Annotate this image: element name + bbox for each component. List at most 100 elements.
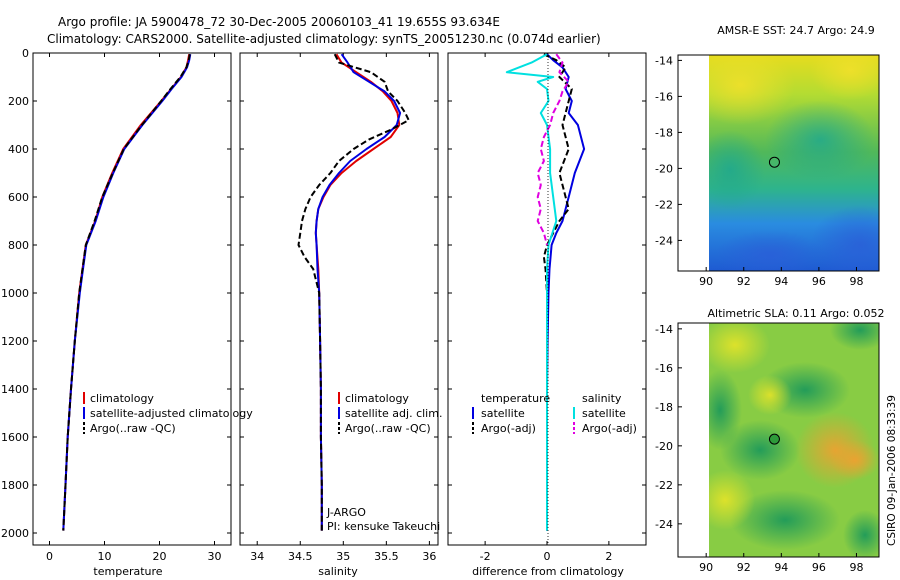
series-line-argo-raw-qc- (62, 54, 191, 531)
legend-label-temp-argo: Argo(-adj) (481, 422, 536, 435)
sst-map-axes: 90 92 94 96 98 -14 -16 -18 -20 -22 -24 (655, 54, 863, 288)
x-tick-label: 0 (544, 550, 551, 563)
sst-warm-patch (810, 55, 879, 100)
y-tick-label: -22 (655, 479, 673, 492)
sla-low-patch (730, 490, 840, 550)
legend-title-salinity: salinity (582, 392, 622, 405)
sst-cool-patch (715, 230, 825, 271)
sla-map-title: Altimetric SLA: 0.11 Argo: 0.052 (707, 307, 884, 320)
sla-high-patch (709, 470, 755, 530)
sst-teal-patch (765, 100, 875, 180)
legend-label-satellite: satellite adj. clim. (345, 407, 442, 420)
x-tick-label: 30 (208, 550, 222, 563)
legend-label-sal-satellite: satellite (582, 407, 626, 420)
sla-high-patch (830, 440, 879, 480)
sst-warm-patch (709, 55, 795, 125)
y-tick-label: 1200 (1, 335, 29, 348)
legend-label-argo: Argo(..raw -QC) (345, 422, 431, 435)
x-tick-label: 92 (737, 275, 751, 288)
legend-label-sal-argo: Argo(-adj) (582, 422, 637, 435)
sst-teal-patch (709, 130, 765, 210)
legend-label-argo: Argo(..raw -QC) (90, 422, 176, 435)
x-tick-label: -2 (480, 550, 491, 563)
x-tick-label: 10 (98, 550, 112, 563)
temperature-legend: climatology satellite-adjusted climatolo… (83, 392, 253, 435)
salinity-x-label: salinity (318, 565, 358, 578)
x-tick-label: 20 (153, 550, 167, 563)
y-tick-label: -24 (655, 234, 673, 247)
csiro-timestamp-label: CSIRO 09-Jan-2006 08:33:39 (886, 395, 898, 546)
x-tick-label: 90 (699, 275, 713, 288)
x-tick-label: 34 (250, 550, 264, 563)
x-tick-label: 0 (46, 550, 53, 563)
x-tick-label: 94 (774, 561, 788, 574)
legend-title-temperature: temperature (481, 392, 550, 405)
temperature-panel (32, 52, 232, 546)
y-tick-label: 1000 (1, 287, 29, 300)
salinity-chart: 34 34.5 35 35.5 36 (240, 52, 438, 563)
header-line-2: Climatology: CARS2000. Satellite-adjuste… (47, 32, 601, 46)
x-tick-label: 36 (422, 550, 436, 563)
y-tick-label: -20 (655, 440, 673, 453)
y-tick-label: -18 (655, 401, 673, 414)
sla-low-patch (720, 420, 800, 480)
argo-location-marker (768, 156, 780, 168)
y-tick-label: 200 (8, 95, 29, 108)
sla-low-patch (830, 323, 879, 350)
x-tick-label: 96 (812, 275, 826, 288)
legend-label-climatology: climatology (90, 392, 154, 405)
difference-chart: -2 0 2 (448, 52, 646, 563)
x-tick-label: 34.5 (288, 550, 313, 563)
salinity-panel (239, 52, 439, 546)
y-tick-label: 800 (8, 239, 29, 252)
series-line-salinity-argo-adj- (536, 53, 570, 246)
x-tick-label: 90 (699, 561, 713, 574)
temperature-x-label: temperature (93, 565, 162, 578)
y-tick-label: -22 (655, 198, 673, 211)
x-tick-label: 98 (849, 275, 863, 288)
y-tick-label: -24 (655, 518, 673, 531)
sla-high-patch (709, 323, 770, 373)
y-tick-label: -14 (655, 323, 673, 336)
sla-high-patch (748, 375, 792, 415)
y-tick-label: 1400 (1, 383, 29, 396)
argo-location-marker (768, 433, 780, 445)
legend-label-temp-satellite: satellite (481, 407, 525, 420)
sst-cool-patch (810, 205, 879, 271)
y-tick-label: 1800 (1, 479, 29, 492)
y-tick-label: -18 (655, 126, 673, 139)
salinity-legend: climatology satellite adj. clim. Argo(..… (338, 392, 442, 435)
sst-map-field (709, 55, 879, 271)
y-tick-label: 0 (22, 47, 29, 60)
temperature-chart: 0 200 400 600 800 1000 1200 1400 1600 1800 2000 0 10… (1, 47, 231, 563)
legend-label-climatology: climatology (345, 392, 409, 405)
series-line-argo-raw-qc- (297, 53, 410, 531)
sst-map-frame (677, 54, 880, 272)
header-line-1: Argo profile: JA 5900478_72 30-Dec-2005 … (58, 15, 500, 29)
x-tick-label: 35 (336, 550, 350, 563)
difference-x-label: difference from climatology (472, 565, 624, 578)
sla-map-frame (677, 322, 880, 558)
x-tick-label: 94 (774, 275, 788, 288)
pi-annotation: PI: kensuke Takeuchi (327, 520, 440, 533)
x-tick-label: 98 (849, 561, 863, 574)
x-tick-label: 96 (812, 561, 826, 574)
y-tick-label: -14 (655, 54, 673, 67)
y-tick-label: -16 (655, 90, 673, 103)
y-tick-label: -16 (655, 362, 673, 375)
difference-legend: temperature satellite Argo(-adj) salinit… (472, 392, 637, 435)
y-tick-label: 1600 (1, 431, 29, 444)
y-tick-label: 2000 (1, 527, 29, 540)
series-line-salinity-satellite (505, 53, 558, 531)
sla-map-field (709, 323, 879, 557)
y-tick-label: 600 (8, 191, 29, 204)
x-tick-label: 2 (605, 550, 612, 563)
sla-low-patch (843, 510, 879, 557)
y-tick-label: -20 (655, 162, 673, 175)
x-tick-label: 35.5 (374, 550, 399, 563)
program-annotation: J-ARGO (326, 506, 366, 519)
legend-label-satellite-adjusted: satellite-adjusted climatology (90, 407, 253, 420)
x-tick-label: 92 (737, 561, 751, 574)
sla-map-axes: 90 92 94 96 98 -14 -16 -18 -20 -22 -24 (655, 323, 863, 574)
